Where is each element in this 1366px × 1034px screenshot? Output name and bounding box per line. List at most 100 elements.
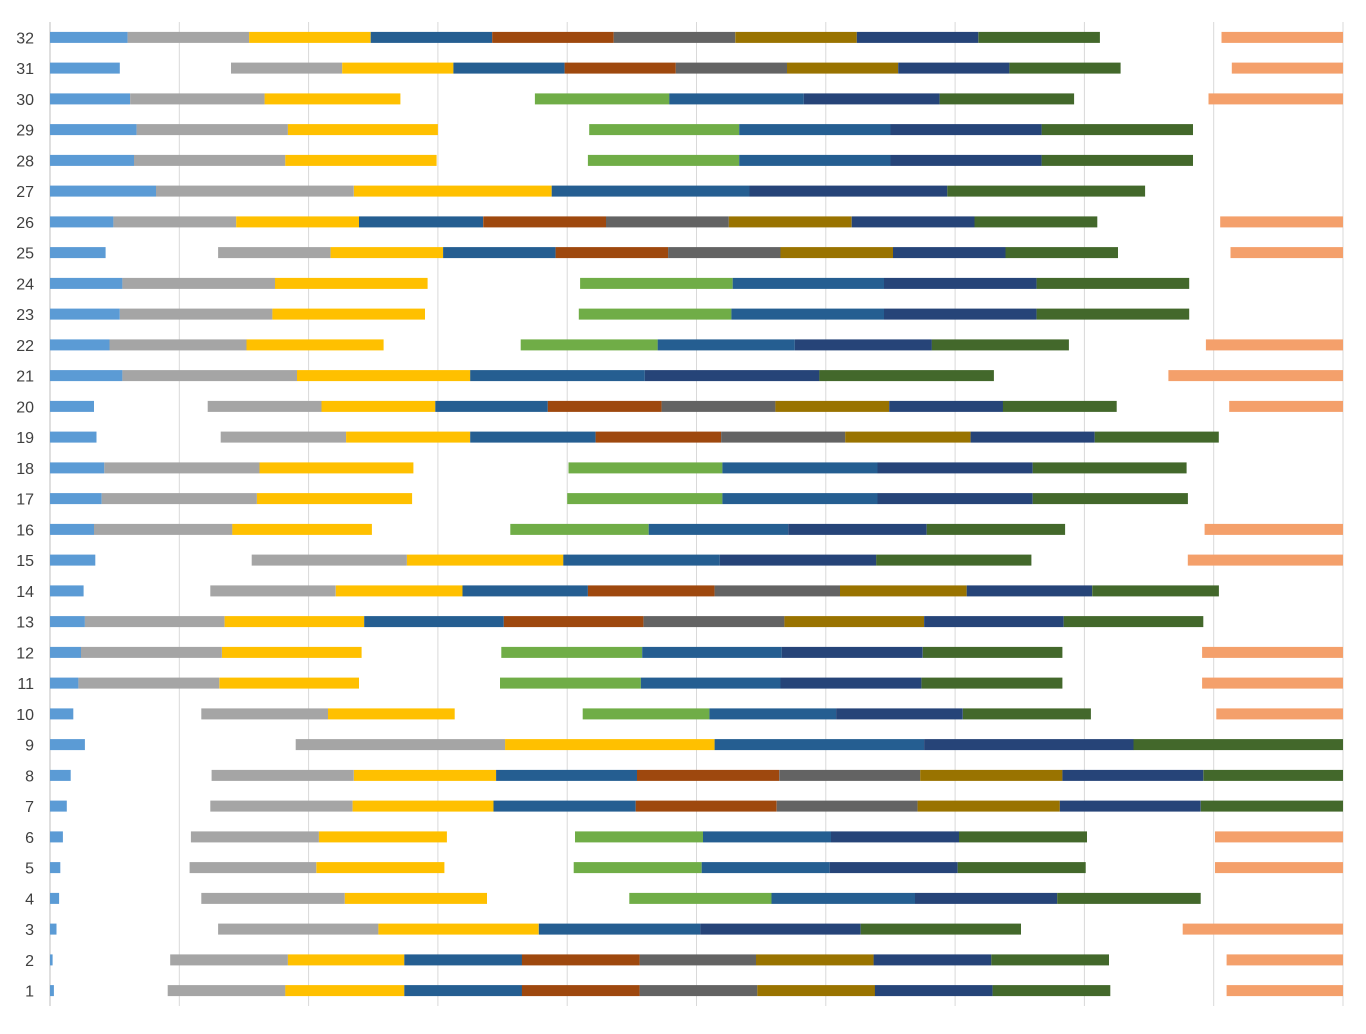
bar-segment-row-21 — [644, 370, 820, 382]
bar-segment-row-14 — [587, 585, 715, 597]
bar-segment-row-25 — [555, 247, 669, 259]
bar-segment-row-20 — [207, 400, 322, 412]
bar-segment-row-5 — [1215, 862, 1343, 874]
bar-segment-row-32 — [978, 31, 1100, 43]
bar-segment-row-7 — [776, 800, 918, 812]
bar-segment-row-10 — [836, 708, 963, 720]
bar-segment-row-20 — [889, 400, 1003, 412]
bar-segment-row-9 — [924, 739, 1134, 751]
bar-segment-row-10 — [201, 708, 328, 720]
bar-segment-row-13 — [503, 616, 644, 628]
bar-segment-row-27 — [551, 185, 750, 197]
bar-segment-row-27 — [156, 185, 354, 197]
bar-segment-row-17 — [722, 493, 878, 505]
bar-segment-row-15 — [719, 554, 877, 566]
y-tick-label: 16 — [16, 522, 34, 539]
bar-segment-row-32 — [735, 31, 857, 43]
bar-segment-row-8 — [637, 769, 780, 781]
bar-segment-row-25 — [780, 247, 893, 259]
bar-segment-row-1 — [757, 985, 875, 997]
bar-segment-row-5 — [50, 862, 61, 874]
bar-segment-row-18 — [50, 462, 105, 474]
bar-segment-row-14 — [840, 585, 967, 597]
bar-segment-row-4 — [1057, 892, 1201, 904]
bar-segment-row-29 — [50, 124, 137, 136]
bar-segment-row-14 — [714, 585, 840, 597]
bar-segment-row-15 — [1187, 554, 1343, 566]
bar-segment-row-20 — [775, 400, 890, 412]
bar-segment-row-30 — [534, 93, 670, 105]
y-tick-label: 2 — [25, 953, 34, 970]
bar-segment-row-9 — [50, 739, 85, 751]
y-tick-label: 26 — [16, 215, 34, 232]
bar-segment-row-12 — [1202, 646, 1343, 658]
bar-segment-row-28 — [134, 154, 286, 166]
bar-segment-row-3 — [218, 923, 379, 935]
bar-segment-row-32 — [1221, 31, 1343, 43]
bar-segment-row-5 — [829, 862, 958, 874]
bar-segment-row-21 — [819, 370, 994, 382]
bar-segment-row-7 — [635, 800, 777, 812]
bar-segment-row-31 — [50, 62, 120, 74]
bar-segment-row-16 — [926, 523, 1066, 535]
bar-segment-row-23 — [119, 308, 273, 320]
bar-segment-row-17 — [1032, 493, 1188, 505]
bar-segment-row-21 — [297, 370, 471, 382]
y-tick-label: 3 — [25, 922, 34, 939]
bar-segment-row-22 — [109, 339, 247, 351]
bar-segment-row-26 — [606, 216, 729, 228]
bar-segment-row-8 — [1203, 769, 1343, 781]
bar-segment-row-1 — [521, 985, 640, 997]
bar-segment-row-1 — [404, 985, 522, 997]
bar-segment-row-11 — [50, 677, 79, 689]
bar-segment-row-18 — [877, 462, 1033, 474]
y-tick-label: 27 — [16, 184, 34, 201]
y-tick-label: 6 — [25, 830, 34, 847]
y-tick-label: 19 — [16, 430, 34, 447]
bar-segment-row-21 — [1168, 370, 1343, 382]
bar-segment-row-29 — [287, 124, 438, 136]
bar-segment-row-16 — [232, 523, 372, 535]
bar-segment-row-17 — [567, 493, 723, 505]
bar-segment-row-31 — [342, 62, 454, 74]
bar-segment-row-15 — [251, 554, 407, 566]
bar-segment-row-3 — [378, 923, 539, 935]
bar-segment-row-26 — [974, 216, 1098, 228]
y-tick-label: 24 — [16, 276, 34, 293]
bar-segment-row-27 — [353, 185, 552, 197]
bar-segment-row-14 — [1092, 585, 1219, 597]
y-axis-labels: 1234567891011121314151617181920212223242… — [16, 30, 34, 1000]
y-tick-label: 9 — [25, 738, 34, 755]
bar-segment-row-25 — [1005, 247, 1118, 259]
bar-segment-row-12 — [922, 646, 1063, 658]
bar-segment-row-19 — [50, 431, 97, 443]
bar-segment-row-13 — [84, 616, 225, 628]
bar-segment-row-2 — [50, 954, 53, 966]
bar-segment-row-14 — [462, 585, 588, 597]
bar-segment-row-18 — [568, 462, 723, 474]
bar-segment-row-19 — [346, 431, 471, 443]
y-tick-label: 13 — [16, 615, 34, 632]
bar-segment-row-27 — [50, 185, 156, 197]
bar-segment-row-11 — [780, 677, 922, 689]
bar-segment-row-32 — [370, 31, 493, 43]
bar-segment-row-16 — [510, 523, 649, 535]
bar-segment-row-6 — [959, 831, 1087, 843]
bar-segment-row-31 — [453, 62, 565, 74]
y-tick-label: 11 — [17, 676, 34, 693]
bar-segment-row-13 — [364, 616, 504, 628]
bar-segment-row-30 — [1208, 93, 1343, 105]
bar-segment-row-6 — [1215, 831, 1343, 843]
y-tick-label: 10 — [16, 707, 34, 724]
y-tick-label: 32 — [16, 30, 34, 47]
bar-segment-row-23 — [578, 308, 732, 320]
bar-segment-row-3 — [860, 923, 1021, 935]
bar-segment-row-8 — [1062, 769, 1204, 781]
bar-segment-row-13 — [1063, 616, 1204, 628]
bar-segment-row-26 — [50, 216, 114, 228]
y-tick-label: 17 — [16, 492, 34, 509]
bar-segment-row-13 — [50, 616, 85, 628]
bar-segment-row-21 — [122, 370, 298, 382]
bar-segment-row-23 — [1036, 308, 1190, 320]
bar-segment-row-13 — [784, 616, 924, 628]
